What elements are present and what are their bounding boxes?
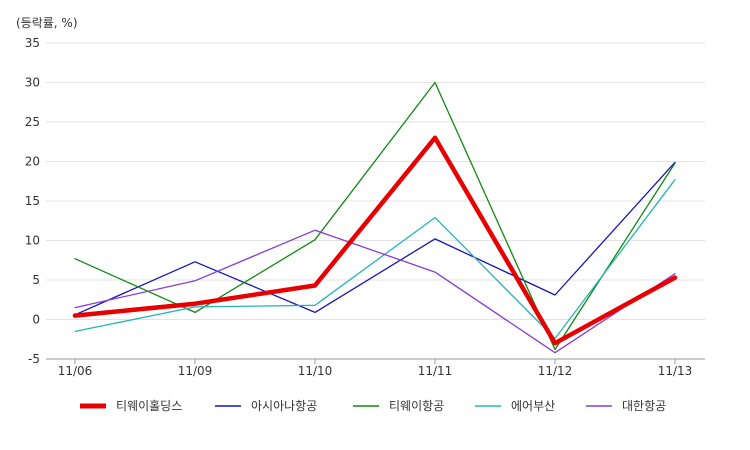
legend-label: 티웨이홀딩스 xyxy=(116,399,182,413)
series-line xyxy=(74,81,676,351)
x-tick-label: 11/10 xyxy=(298,364,333,378)
legend-label: 에어부산 xyxy=(511,399,555,413)
x-tick-label: 11/06 xyxy=(58,364,93,378)
series-lines xyxy=(72,81,678,354)
y-tick-label: 30 xyxy=(25,76,40,90)
legend-label: 대한항공 xyxy=(622,399,666,413)
legend-item[interactable]: 대한항공 xyxy=(586,399,666,413)
series-line xyxy=(74,161,676,316)
y-tick-label: 5 xyxy=(32,273,40,287)
unit-label: (등락률, %) xyxy=(16,16,78,30)
y-tick-label: 0 xyxy=(32,313,40,327)
series-line xyxy=(74,229,676,354)
y-tick-label: 35 xyxy=(25,36,40,50)
legend-label: 아시아나항공 xyxy=(251,399,317,413)
series-line xyxy=(74,179,676,340)
y-tick-label: 25 xyxy=(25,115,40,129)
legend-item[interactable]: 에어부산 xyxy=(475,399,555,413)
y-tick-label: 10 xyxy=(25,234,40,248)
legend-label: 티웨이항공 xyxy=(389,399,444,413)
gridlines xyxy=(46,42,705,320)
y-tick-label: 20 xyxy=(25,155,40,169)
legend: 티웨이홀딩스 아시아나항공 티웨이항공 에어부산 대한항공 xyxy=(80,399,666,413)
legend-item[interactable]: 아시아나항공 xyxy=(215,399,317,413)
y-tick-label: -5 xyxy=(28,352,40,366)
legend-item[interactable]: 티웨이항공 xyxy=(353,399,444,413)
x-tick-label: 11/11 xyxy=(418,364,453,378)
x-tick-label: 11/09 xyxy=(178,364,213,378)
x-tick-label: 11/12 xyxy=(538,364,573,378)
x-tick-label: 11/13 xyxy=(658,364,693,378)
y-tick-label: 15 xyxy=(25,194,40,208)
axes: -5 0 5 10 15 20 25 30 35 11/06 11/09 11/10 11/11 11/1… xyxy=(25,36,705,378)
series-line xyxy=(72,135,678,346)
legend-item[interactable]: 티웨이홀딩스 xyxy=(80,399,182,413)
